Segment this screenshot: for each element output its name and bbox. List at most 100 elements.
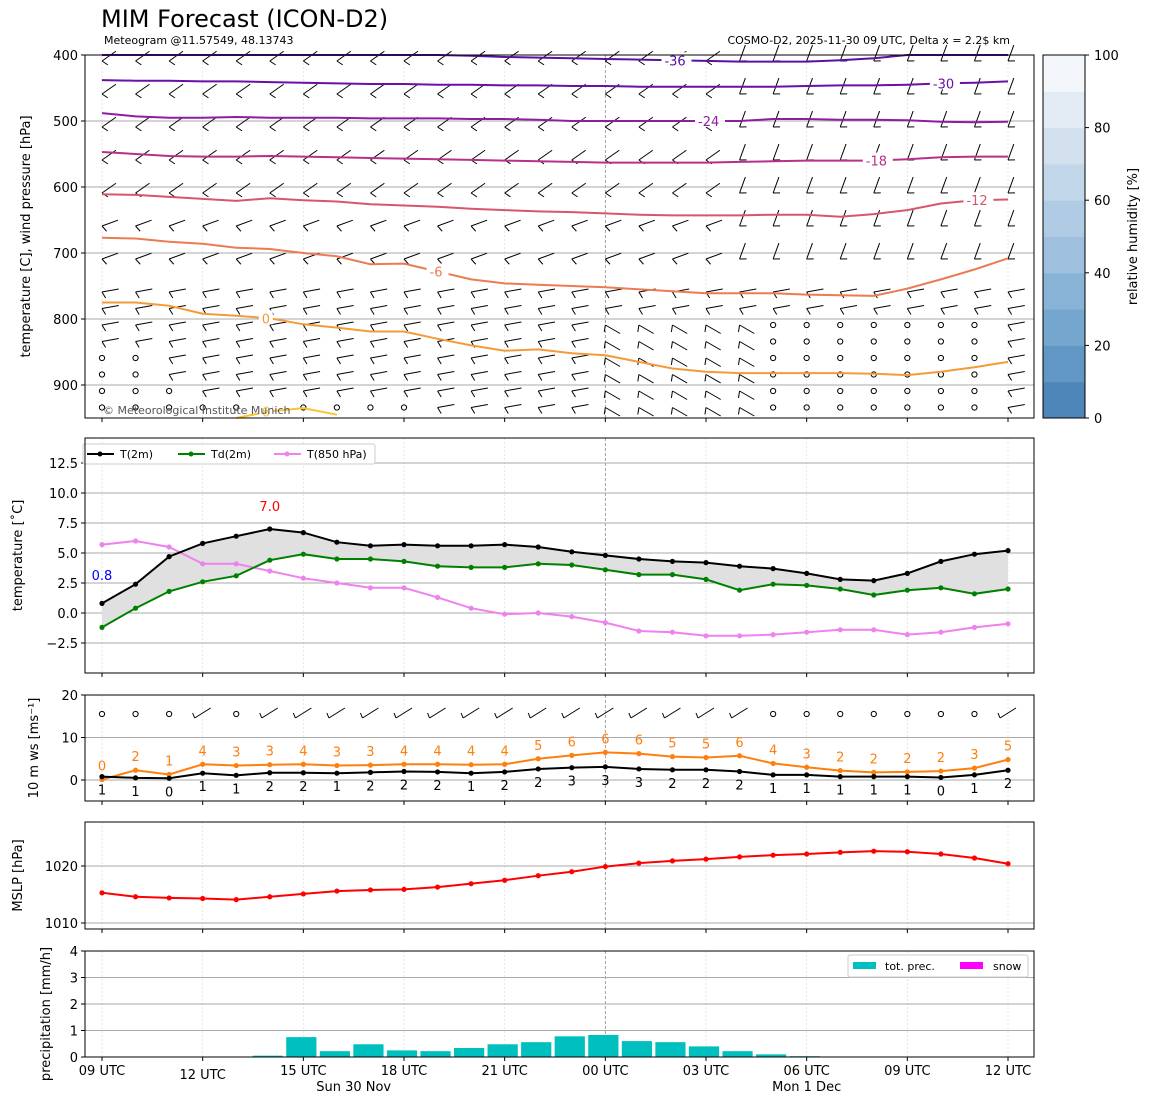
wind-barb-feather bbox=[235, 390, 241, 398]
isotherm--30 bbox=[101, 79, 1009, 88]
series-point-mslp bbox=[938, 851, 944, 857]
series-point-mslp bbox=[669, 858, 676, 864]
wind-barb-feather bbox=[336, 308, 341, 315]
series-point-gust bbox=[434, 761, 441, 767]
wind-barb-feather bbox=[737, 357, 741, 365]
series-point-T(2m) bbox=[401, 542, 407, 548]
wind-barb bbox=[336, 288, 354, 293]
wind-barb-feather bbox=[403, 390, 409, 398]
wind-barb-feather bbox=[504, 258, 510, 265]
series-point-Td(2m) bbox=[300, 551, 306, 557]
series-point-T(2m) bbox=[636, 556, 642, 562]
wind-barb bbox=[303, 305, 321, 309]
series-point-gust bbox=[132, 767, 139, 773]
wind-barb bbox=[504, 149, 519, 161]
wind-barb bbox=[672, 374, 688, 384]
wind-barb bbox=[772, 143, 780, 161]
wind-barb-feather bbox=[235, 291, 241, 299]
wind-barb bbox=[1007, 354, 1025, 359]
series-point-T(2m) bbox=[602, 552, 608, 559]
wind-barb bbox=[806, 176, 813, 194]
calm-wind-circle bbox=[98, 371, 106, 378]
wind-barb bbox=[202, 50, 217, 62]
series-point-gust bbox=[837, 768, 843, 774]
series-line-mean bbox=[101, 765, 1009, 780]
wind-barb-feather bbox=[704, 374, 707, 382]
wind-barb bbox=[235, 83, 251, 95]
precip-bar bbox=[286, 1037, 317, 1057]
series-point-mean bbox=[904, 774, 910, 780]
wind-barb-feather bbox=[504, 93, 511, 99]
wind-barb bbox=[202, 182, 217, 194]
colorbar-tick-label: 80 bbox=[1094, 122, 1111, 137]
calm-wind-circle bbox=[233, 710, 240, 718]
wind-barb-feather bbox=[637, 374, 640, 382]
wind-barb-feather bbox=[202, 159, 209, 165]
series-point-mslp bbox=[166, 895, 172, 901]
series-point-T(2m) bbox=[434, 543, 441, 549]
wind-barb-feather bbox=[437, 159, 444, 165]
wind-barb bbox=[471, 371, 488, 375]
wind-barb bbox=[538, 321, 556, 326]
wind-barb-feather bbox=[695, 712, 699, 719]
wind-barb-feather bbox=[1007, 308, 1013, 315]
wind-barb bbox=[839, 242, 847, 260]
legend-label: T(850 hPa) bbox=[306, 448, 367, 461]
series-point-T(2m) bbox=[502, 542, 508, 548]
series-point-Td(2m) bbox=[703, 576, 709, 583]
temperature-ytick-label: 0.0 bbox=[57, 607, 78, 622]
wind-barb bbox=[739, 305, 757, 309]
series-point-Td(2m) bbox=[535, 561, 541, 567]
wind-barb bbox=[605, 357, 621, 367]
wind-barb-feather bbox=[370, 308, 375, 315]
wind-barb bbox=[135, 182, 150, 194]
wind-barb bbox=[168, 252, 186, 260]
wind-ytick-label: 0 bbox=[70, 774, 78, 789]
calm-wind-circle bbox=[98, 387, 106, 395]
wind-barb-feather bbox=[1007, 291, 1013, 299]
upper-air-frame bbox=[84, 54, 1035, 419]
series-point-T(850 hPa) bbox=[804, 629, 810, 635]
calm-wind-circle bbox=[870, 404, 877, 411]
wind-barb-feather bbox=[437, 192, 444, 198]
wind-barb bbox=[571, 288, 589, 293]
wind-barb-feather bbox=[336, 225, 342, 232]
wind-barb-feather bbox=[571, 357, 576, 365]
wind-barb bbox=[370, 321, 388, 326]
isotherm-label-bg bbox=[258, 403, 273, 418]
wind-barb-feather bbox=[437, 291, 442, 299]
series-point-Td(2m) bbox=[166, 588, 172, 595]
series-point-mslp bbox=[267, 894, 273, 900]
wind-barb-feather bbox=[370, 60, 377, 66]
wind-barb bbox=[236, 354, 254, 359]
wind-barb bbox=[940, 242, 948, 260]
wind-barb-feather bbox=[672, 291, 677, 299]
wind-barb-feather bbox=[336, 357, 341, 365]
wind-barb bbox=[496, 707, 513, 719]
wind-barb-feather bbox=[259, 712, 263, 719]
series-point-gust bbox=[1005, 757, 1011, 763]
wind-value-label: 2 bbox=[501, 779, 509, 794]
wind-value-label: 1 bbox=[98, 784, 106, 799]
mslp-ylabel: MSLP [hPa] bbox=[11, 839, 26, 911]
wind-barb-feather bbox=[670, 374, 673, 382]
gust-value-label: 6 bbox=[601, 732, 609, 747]
wind-barb-feather bbox=[235, 60, 243, 66]
wind-barb bbox=[705, 407, 721, 417]
wind-barb bbox=[806, 305, 824, 309]
wind-barb bbox=[403, 252, 421, 260]
series-point-gust bbox=[401, 761, 407, 767]
wind-barb-feather bbox=[537, 374, 543, 381]
wind-barb-feather bbox=[997, 712, 1001, 719]
wind-barb-feather bbox=[202, 341, 207, 348]
series-point-mslp bbox=[132, 894, 139, 900]
wind-barb-feather bbox=[336, 60, 343, 66]
wind-barb bbox=[538, 354, 556, 359]
series-point-T(850 hPa) bbox=[434, 594, 441, 601]
wind-barb-feather bbox=[302, 308, 308, 315]
series-point-T(850 hPa) bbox=[904, 632, 910, 638]
gust-value-label: 0 bbox=[98, 760, 106, 775]
wind-barb-feather bbox=[370, 192, 377, 198]
wind-barb-feather bbox=[427, 712, 431, 719]
series-point-Td(2m) bbox=[434, 563, 441, 569]
